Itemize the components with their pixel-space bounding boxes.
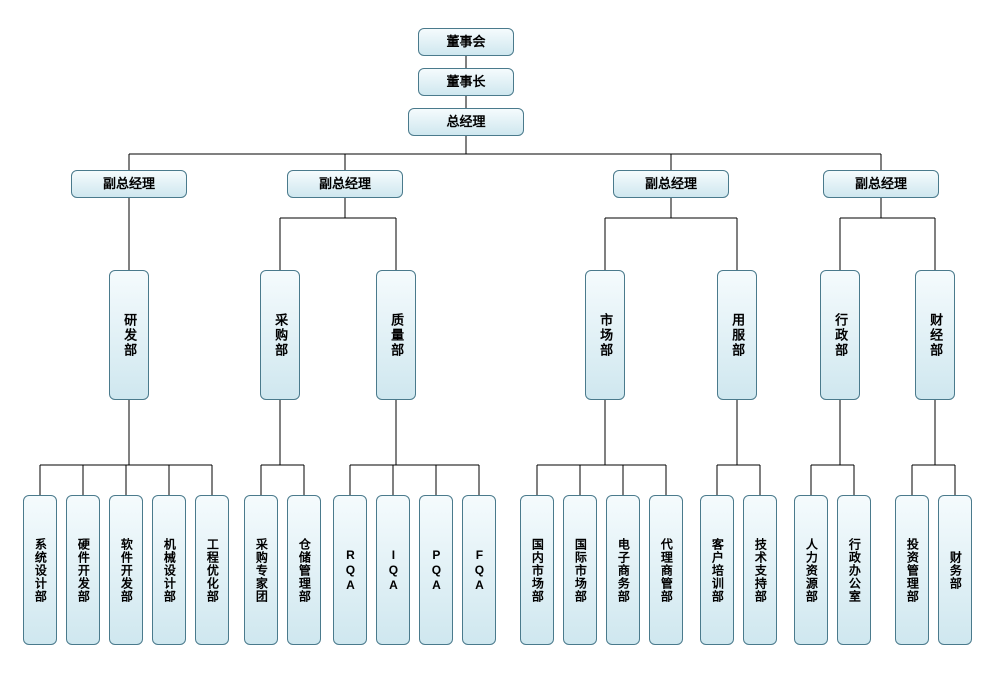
node-n_vp4: 副总经理: [823, 170, 939, 198]
node-n_pur: 采购部: [260, 270, 300, 400]
node-n_qa: 质量部: [376, 270, 416, 400]
node-l16: 客户培训部: [700, 495, 734, 645]
node-l4: 机械设计部: [152, 495, 186, 645]
node-l3: 软件开发部: [109, 495, 143, 645]
node-l9: IQA: [376, 495, 410, 645]
node-n_chair: 董事长: [418, 68, 514, 96]
node-n_vp3: 副总经理: [613, 170, 729, 198]
node-l6: 采购专家团: [244, 495, 278, 645]
node-l11: FQA: [462, 495, 496, 645]
node-l1: 系统设计部: [23, 495, 57, 645]
org-chart-stage: 董事会董事长总经理副总经理 副总经理 副总经理 副总经理研发部 采购部 质量部 市场部 用服部…: [0, 0, 985, 677]
node-l21: 财务部: [938, 495, 972, 645]
node-n_rd: 研发部: [109, 270, 149, 400]
node-l17: 技术支持部: [743, 495, 777, 645]
node-l12: 国内市场部: [520, 495, 554, 645]
node-n_board: 董事会: [418, 28, 514, 56]
node-n_adm: 行政部: [820, 270, 860, 400]
node-n_vp1: 副总经理: [71, 170, 187, 198]
node-l18: 人力资源部: [794, 495, 828, 645]
node-l5: 工程优化部: [195, 495, 229, 645]
node-n_gm: 总经理: [408, 108, 524, 136]
node-l10: PQA: [419, 495, 453, 645]
node-l7: 仓储管理部: [287, 495, 321, 645]
node-l14: 电子商务部: [606, 495, 640, 645]
node-n_svc: 用服部: [717, 270, 757, 400]
node-l20: 投资管理部: [895, 495, 929, 645]
node-l2: 硬件开发部: [66, 495, 100, 645]
node-l15: 代理商管部: [649, 495, 683, 645]
node-n_fin: 财经部: [915, 270, 955, 400]
node-l19: 行政办公室: [837, 495, 871, 645]
node-n_mkt: 市场部: [585, 270, 625, 400]
node-n_vp2: 副总经理: [287, 170, 403, 198]
node-l8: RQA: [333, 495, 367, 645]
node-l13: 国际市场部: [563, 495, 597, 645]
